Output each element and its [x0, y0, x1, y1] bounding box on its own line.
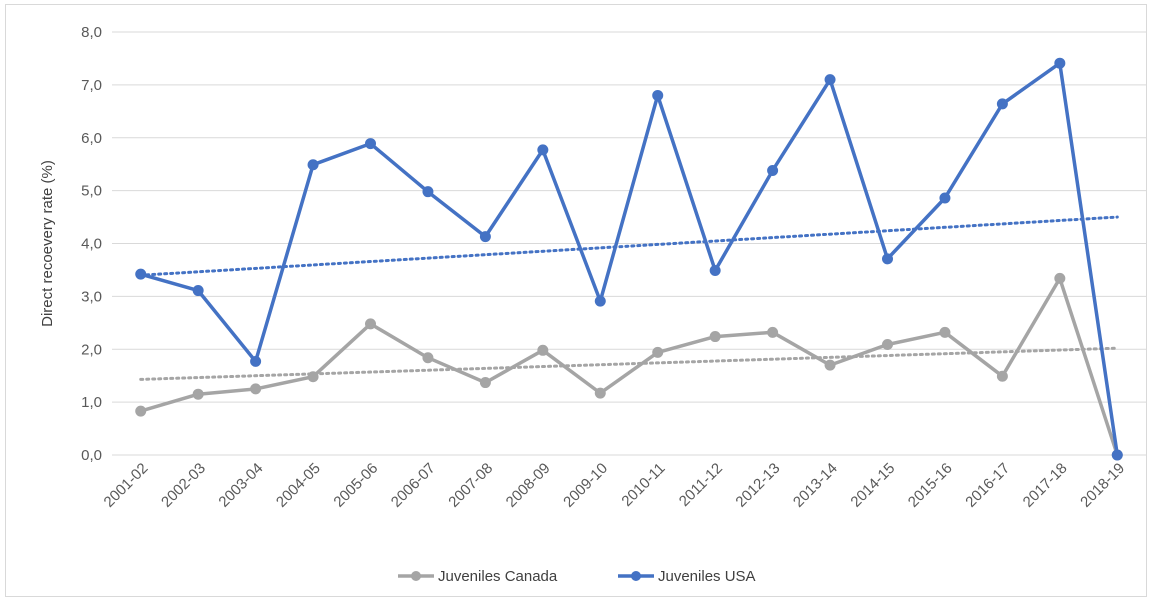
x-tick-label: 2017-18 — [1020, 460, 1071, 511]
x-tick-label: 2012-13 — [732, 460, 783, 511]
x-tick-label: 2002-03 — [158, 460, 209, 511]
data-point — [996, 98, 1008, 110]
x-tick-label: 2014-15 — [847, 460, 898, 511]
legend: Juveniles Canada Juveniles USA — [398, 568, 756, 585]
data-point — [709, 331, 721, 343]
data-point — [365, 318, 376, 330]
x-tick-label: 2008-09 — [503, 460, 554, 511]
x-tick-label: 2006-07 — [388, 460, 439, 511]
data-point — [307, 371, 319, 383]
x-tick-label: 2003-04 — [215, 460, 266, 511]
data-point — [824, 74, 836, 86]
trendline — [139, 346, 1119, 381]
x-axis-ticks: 2001-02 2002-03 2003-04 2004-05 2005-06 2006-… — [101, 460, 1129, 511]
data-point — [479, 377, 491, 389]
data-point — [192, 285, 204, 297]
legend-marker — [411, 571, 421, 581]
y-tick-label: 1,0 — [81, 394, 102, 411]
data-point — [1054, 57, 1066, 69]
data-point — [250, 383, 262, 395]
data-point — [479, 231, 491, 243]
legend-marker — [631, 571, 641, 581]
data-point — [882, 338, 893, 350]
data-point — [882, 253, 893, 265]
data-point — [594, 295, 606, 307]
trendline — [139, 215, 1119, 277]
data-point — [709, 264, 721, 276]
legend-label: Juveniles USA — [658, 568, 756, 585]
x-tick-label: 2016-17 — [962, 460, 1013, 511]
trendlines — [139, 215, 1119, 381]
data-point — [824, 359, 836, 371]
x-tick-label: 2015-16 — [905, 460, 956, 511]
data-point — [135, 268, 147, 280]
data-point — [422, 186, 434, 198]
y-axis-ticks: 0,0 1,0 2,0 3,0 4,0 5,0 6,0 7,0 8,0 — [81, 24, 102, 464]
y-tick-label: 6,0 — [81, 130, 102, 147]
x-tick-label: 2010-11 — [618, 460, 668, 510]
x-tick-label: 2011-12 — [676, 460, 726, 510]
data-point — [996, 370, 1008, 382]
data-point — [939, 192, 951, 204]
y-tick-label: 8,0 — [81, 24, 102, 41]
data-point — [135, 405, 147, 417]
y-axis-title: Direct recoevery rate (%) — [39, 160, 56, 327]
x-tick-label: 2013-14 — [790, 460, 841, 511]
data-point — [767, 165, 779, 177]
series-lines — [135, 57, 1123, 461]
x-tick-label: 2007-08 — [445, 460, 496, 511]
x-tick-label: 2009-10 — [560, 460, 611, 511]
data-point — [537, 144, 549, 156]
data-point — [422, 352, 434, 364]
data-point — [1054, 272, 1066, 284]
data-point — [652, 89, 664, 101]
y-tick-label: 3,0 — [81, 288, 102, 305]
series-line — [140, 61, 1120, 456]
x-tick-label: 2018-19 — [1077, 460, 1128, 511]
x-tick-label: 2005-06 — [330, 460, 381, 511]
data-point — [192, 388, 204, 400]
data-point — [939, 326, 951, 338]
y-tick-label: 5,0 — [81, 183, 102, 200]
data-point — [537, 344, 549, 356]
x-tick-label: 2004-05 — [273, 460, 324, 511]
y-tick-label: 0,0 — [81, 447, 102, 464]
y-tick-label: 7,0 — [81, 77, 102, 94]
chart-frame — [5, 4, 1147, 597]
y-tick-label: 2,0 — [81, 341, 102, 358]
data-point — [307, 159, 319, 171]
data-point — [767, 326, 779, 338]
data-point — [652, 346, 664, 358]
gridlines — [112, 31, 1146, 456]
legend-label: Juveniles Canada — [438, 568, 558, 585]
data-point — [250, 355, 262, 367]
y-tick-label: 4,0 — [81, 236, 102, 253]
data-point — [594, 387, 606, 399]
x-tick-label: 2001-02 — [101, 460, 152, 511]
data-point — [365, 138, 376, 150]
data-point — [1111, 449, 1123, 461]
series-line — [140, 276, 1119, 456]
